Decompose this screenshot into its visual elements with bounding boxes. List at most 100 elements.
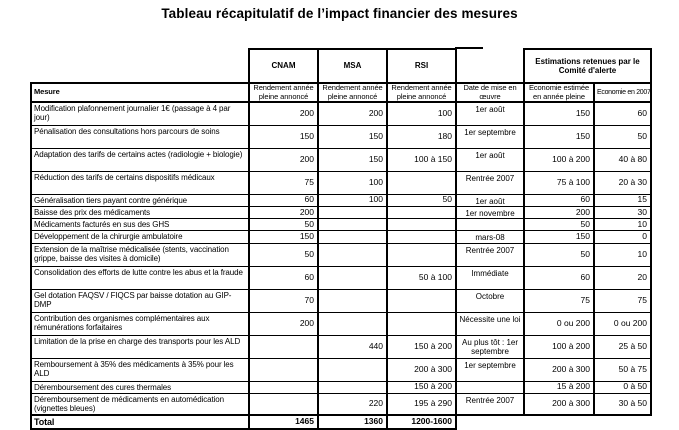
table-row: Déremboursement des cures thermales 150 à… [30, 380, 652, 394]
cell-eco_pleine: 200 à 300 [523, 357, 595, 382]
cell-msa [317, 218, 388, 232]
cell-mesure: Réduction des tarifs de certains disposi… [30, 170, 250, 195]
cell-eco_pleine: 0 ou 200 [523, 311, 595, 336]
table-row: Développement de la chirurgie ambulatoir… [30, 230, 652, 244]
cell-mesure: Extension de la maîtrise médicalisée (st… [30, 242, 250, 267]
total-empty-eco-pleine [524, 415, 594, 429]
cell-eco_2007: 20 [593, 265, 652, 290]
cell-msa: 100 [317, 170, 388, 195]
table-row: Gel dotation FAQSV / FIQCS par baisse do… [30, 288, 652, 313]
cell-date [455, 380, 525, 394]
cell-rsi [386, 230, 457, 244]
total-row: Total 1465 1360 1200-1600 [30, 414, 651, 430]
table-total-section: Total 1465 1360 1200-1600 [30, 414, 651, 430]
cell-mesure: Limitation de la prise en charge des tra… [30, 334, 250, 359]
column-header-eco-pleine: Economie estimée en année pleine [523, 81, 595, 104]
cell-eco_2007: 30 [593, 205, 652, 220]
cell-cnam [248, 392, 319, 417]
table-row: Remboursement à 35% des médicaments à 35… [30, 357, 652, 382]
column-header-row: Mesure Rendement année pleine annoncé Re… [30, 81, 652, 104]
cell-msa: 220 [317, 392, 388, 417]
cell-rsi: 50 [386, 193, 457, 207]
cell-rsi: 150 à 200 [386, 334, 457, 359]
column-header-eco-2007: Economie en 2007 [593, 81, 652, 104]
cell-msa: 200 [317, 101, 388, 126]
cell-mesure: Modification plafonnement journalier 1€ … [30, 101, 250, 126]
header-spacer-date [456, 49, 524, 83]
summary-table-wrap: CNAM MSA RSI Estimations retenues par le… [30, 48, 652, 430]
cell-eco_pleine: 150 [523, 230, 595, 244]
column-group-msa: MSA [317, 48, 388, 84]
total-label: Total [30, 414, 250, 430]
cell-rsi [386, 170, 457, 195]
cell-cnam: 200 [248, 147, 319, 172]
cell-eco_pleine: 50 [523, 218, 595, 232]
cell-mesure: Remboursement à 35% des médicaments à 35… [30, 357, 250, 382]
cell-date: 1er septembre [455, 357, 525, 382]
cell-msa [317, 357, 388, 382]
cell-eco_pleine: 150 [523, 124, 595, 149]
cell-eco_2007: 10 [593, 242, 652, 267]
cell-date: mars-08 [455, 230, 525, 244]
table-row: Réduction des tarifs de certains disposi… [30, 170, 652, 195]
cell-cnam: 70 [248, 288, 319, 313]
cell-rsi [386, 311, 457, 336]
cell-mesure: Développement de la chirurgie ambulatoir… [30, 230, 250, 244]
cell-eco_pleine: 15 à 200 [523, 380, 595, 394]
column-header-mesure: Mesure [30, 81, 250, 104]
table-body: Modification plafonnement journalier 1€ … [30, 101, 652, 417]
cell-eco_2007: 30 à 50 [593, 392, 652, 417]
cell-msa [317, 230, 388, 244]
total-empty-date [456, 415, 524, 429]
cell-eco_2007: 0 ou 200 [593, 311, 652, 336]
cell-cnam: 60 [248, 193, 319, 207]
column-header-rendement-cnam: Rendement année pleine annoncé [248, 81, 319, 104]
cell-cnam [248, 334, 319, 359]
cell-msa: 150 [317, 124, 388, 149]
cell-cnam [248, 380, 319, 394]
cell-rsi: 100 à 150 [386, 147, 457, 172]
cell-eco_2007: 0 [593, 230, 652, 244]
cell-date: Nécessite une loi [455, 311, 525, 336]
total-empty-eco-2007 [594, 415, 651, 429]
cell-cnam: 150 [248, 230, 319, 244]
cell-rsi: 180 [386, 124, 457, 149]
cell-cnam: 200 [248, 101, 319, 126]
cell-date: Rentrée 2007 [455, 242, 525, 267]
column-header-rendement-rsi: Rendement année pleine annoncé [386, 81, 457, 104]
page-title: Tableau récapitulatif de l’impact financ… [161, 6, 518, 21]
summary-table: CNAM MSA RSI Estimations retenues par le… [30, 48, 652, 430]
cell-date: 1er août [455, 147, 525, 172]
table-row: Baisse des prix des médicaments 200 1er no… [30, 205, 652, 220]
cell-msa [317, 242, 388, 267]
cell-rsi: 195 à 290 [386, 392, 457, 417]
cell-eco_2007: 10 [593, 218, 652, 232]
table-header: CNAM MSA RSI Estimations retenues par le… [30, 48, 652, 104]
cell-rsi [386, 218, 457, 232]
cell-rsi [386, 288, 457, 313]
cell-eco_pleine: 50 [523, 242, 595, 267]
cell-eco_pleine: 100 à 200 [523, 334, 595, 359]
cell-msa [317, 265, 388, 290]
cell-date: 1er août [455, 101, 525, 126]
cell-eco_2007: 20 à 30 [593, 170, 652, 195]
cell-eco_2007: 50 [593, 124, 652, 149]
cell-mesure: Pénalisation des consultations hors parc… [30, 124, 250, 149]
cell-eco_2007: 60 [593, 101, 652, 126]
table-row: Extension de la maîtrise médicalisée (st… [30, 242, 652, 267]
cell-cnam: 60 [248, 265, 319, 290]
cell-mesure: Déremboursement des cures thermales [30, 380, 250, 394]
cell-msa: 100 [317, 193, 388, 207]
cell-eco_2007: 40 à 80 [593, 147, 652, 172]
cell-eco_pleine: 60 [523, 193, 595, 207]
cell-mesure: Baisse des prix des médicaments [30, 205, 250, 220]
column-group-estimations: Estimations retenues par le Comité d'ale… [523, 48, 652, 84]
cell-date: Immédiate [455, 265, 525, 290]
group-header-row: CNAM MSA RSI Estimations retenues par le… [31, 48, 652, 84]
cell-eco_2007: 25 à 50 [593, 334, 652, 359]
cell-eco_pleine: 150 [523, 101, 595, 126]
cell-cnam: 50 [248, 242, 319, 267]
cell-cnam: 75 [248, 170, 319, 195]
table-row: Consolidation des efforts de lutte contr… [30, 265, 652, 290]
cell-eco_2007: 75 [593, 288, 652, 313]
